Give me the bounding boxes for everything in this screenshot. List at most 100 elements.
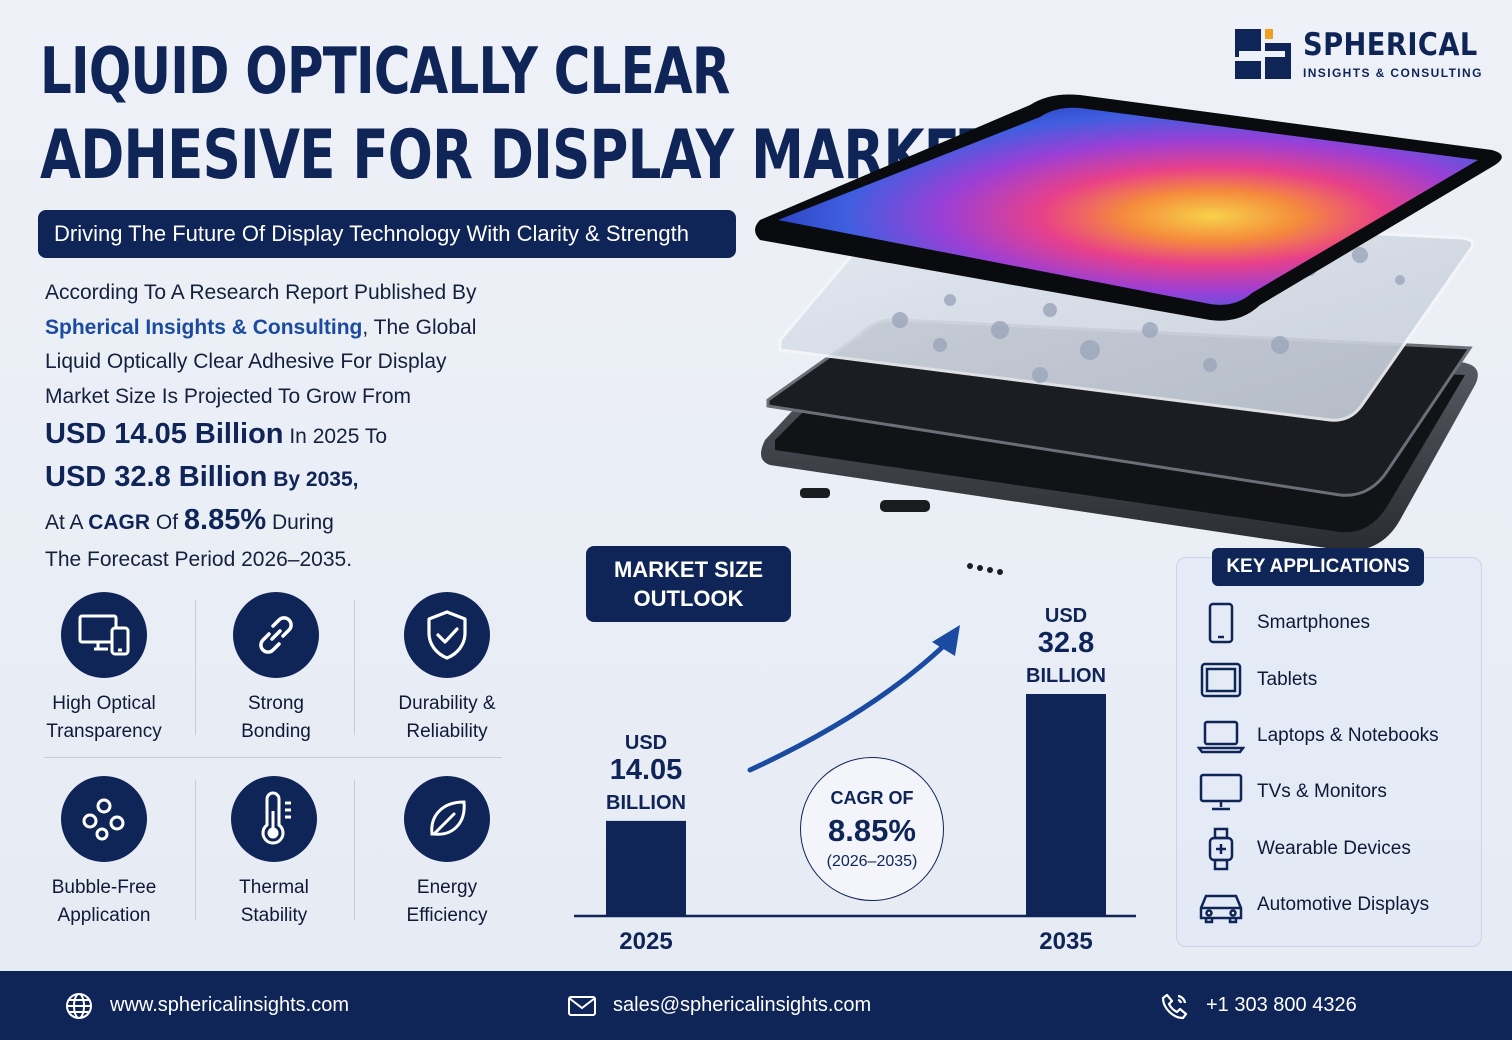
footer-website[interactable]: www.sphericalinsights.com [62,971,349,1040]
app-item-laptops: Laptops & Notebooks [1196,714,1476,758]
divider [44,757,502,758]
intro-text: Of [150,511,184,534]
feature-label: Reliability [406,721,488,742]
intro-paragraph: According To A Research Report Published… [45,276,565,578]
intro-text: By 2035, [267,468,359,491]
thermometer-icon [231,776,317,862]
bar-label-value: 32.8 [1038,627,1094,659]
growth-arrow [747,632,958,773]
divider [195,600,196,735]
divider [354,780,355,920]
feature-label: Stability [240,905,308,926]
app-item-tablets: Tablets [1196,658,1476,702]
app-label: Automotive Displays [1257,894,1430,915]
feature-label: Bonding [241,721,311,742]
cagr-label: CAGR OF [830,787,914,808]
bar-2035 [1026,694,1106,916]
feature-energy-efficiency: Energy Efficiency [372,776,522,930]
feature-strong-bonding: Strong Bonding [201,592,351,746]
app-item-wearables: Wearable Devices [1196,827,1476,871]
feature-label: Application [57,905,151,926]
x-tick-label: 2025 [619,928,672,955]
smartphone-icon [1196,601,1246,645]
leaf-icon [404,776,490,862]
laptop-icon [1196,714,1246,758]
intro-line: Market Size Is Projected To Grow From [45,384,412,408]
growth-arrow-head [932,625,960,656]
x-tick-label: 2035 [1039,928,1092,955]
smartwatch-icon [1196,827,1246,871]
feature-label: Transparency [46,721,162,742]
devices-icon [61,592,147,678]
globe-icon [62,989,96,1023]
email-link[interactable]: sales@sphericalinsights.com [613,994,872,1016]
divider [195,780,196,920]
feature-label: Energy [416,877,478,898]
intro-text: , The Global [362,315,477,339]
subtitle-banner: Driving The Future Of Display Technology… [38,210,736,258]
app-label: Wearable Devices [1257,838,1411,859]
link-icon [233,592,319,678]
phone-icon [1158,989,1192,1023]
intro-line: Spherical Insights & Consulting, The Glo… [45,311,565,346]
mail-icon [565,989,599,1023]
intro-line: USD 32.8 Billion By 2035, [45,457,565,500]
intro-line: USD 14.05 Billion In 2025 To [45,414,565,457]
intro-line: According To A Research Report Published… [45,281,477,304]
footer: www.sphericalinsights.com sales@spherica… [0,971,1512,1040]
market-size-outlook-heading: MARKET SIZE OUTLOOK [586,546,791,622]
logo-name: SPHERICAL [1303,27,1478,63]
feature-durability-reliability: Durability & Reliability [372,592,522,746]
value-2035: USD 32.8 Billion [45,461,268,493]
footer-email[interactable]: sales@sphericalinsights.com [565,971,871,1040]
app-label: Laptops & Notebooks [1257,725,1439,746]
website-link[interactable]: www.sphericalinsights.com [110,994,349,1016]
feature-label: Durability & [398,693,496,714]
feature-label: Thermal [239,877,309,898]
title-line-1: LIQUID OPTICALLY CLEAR [40,35,730,109]
bar-label-unit: BILLION [1026,665,1106,687]
cagr-word: CAGR [88,511,151,534]
brand-link: Spherical Insights & Consulting [45,315,363,339]
feature-thermal-stability: Thermal Stability [199,776,349,930]
intro-line: The Forecast Period 2026–2035. [45,548,353,571]
feature-label: High Optical [52,693,156,714]
app-label: Smartphones [1257,612,1371,633]
logo-mark-icon [1235,29,1291,79]
feature-label: Strong [248,693,304,714]
cagr-badge: CAGR OF 8.85% (2026–2035) [800,757,944,901]
outlook-line-1: MARKET SIZE [613,557,764,582]
key-applications-heading: KEY APPLICATIONS [1212,548,1424,586]
feature-high-optical-transparency: High Optical Transparency [29,592,179,746]
intro-line: Liquid Optically Clear Adhesive For Disp… [45,350,447,373]
intro-text: During [266,511,334,534]
divider [354,600,355,735]
cagr-value: 8.85% [828,812,916,848]
feature-bubble-free-application: Bubble-Free Application [29,776,179,930]
title-line-2: ADHESIVE FOR DISPLAY MARKET [40,116,995,195]
footer-phone[interactable]: +1 303 800 4326 [1158,971,1357,1040]
phone-layers-illustration [755,94,1502,575]
phone-number[interactable]: +1 303 800 4326 [1206,994,1357,1016]
app-label: Tablets [1257,669,1318,690]
tablet-icon [1196,658,1246,702]
monitor-icon [1196,770,1246,814]
intro-text: At A [45,511,89,534]
outlook-line-2: OUTLOOK [633,586,744,611]
app-item-automotive: Automotive Displays [1196,883,1476,927]
intro-text: In 2025 To [283,425,388,448]
bar-label-unit: BILLION [606,792,686,814]
bar-2025 [606,820,686,916]
feature-label: Bubble-Free [51,877,157,898]
app-item-tvs-monitors: TVs & Monitors [1196,770,1476,814]
feature-label: Efficiency [406,905,488,926]
car-icon [1196,883,1246,927]
cagr-percent: 8.85% [183,504,267,536]
shield-check-icon [404,592,490,678]
intro-line: At A CAGR Of 8.85% During [45,500,565,543]
app-item-smartphones: Smartphones [1196,601,1476,645]
app-label: TVs & Monitors [1257,781,1387,802]
logo-tagline: INSIGHTS & CONSULTING [1303,66,1483,80]
bar-label-value: 14.05 [610,754,683,786]
